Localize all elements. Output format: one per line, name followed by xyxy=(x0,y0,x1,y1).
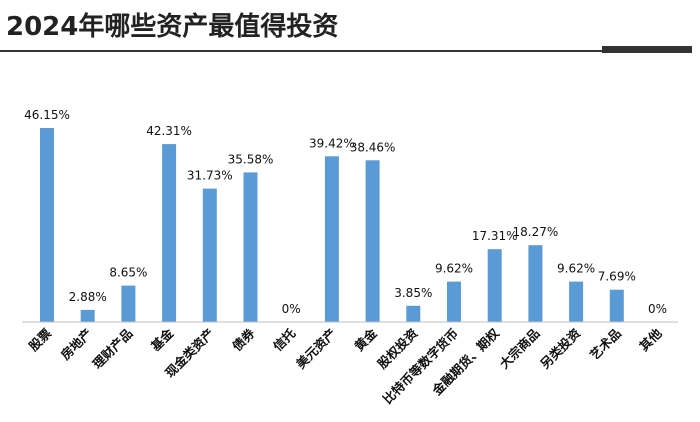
category-label-8: 黄金 xyxy=(351,325,380,354)
bars-group xyxy=(40,128,624,322)
category-label-10: 比特币等数字货币 xyxy=(380,326,461,407)
bar-7 xyxy=(324,156,339,322)
category-label-2: 理财产品 xyxy=(90,326,136,372)
value-label-6: 0% xyxy=(282,302,301,316)
title-divider xyxy=(0,50,690,52)
bar-3 xyxy=(162,144,177,322)
chart-title: 2024年哪些资产最值得投资 xyxy=(6,12,339,42)
bar-12 xyxy=(528,245,543,322)
category-label-5: 债券 xyxy=(229,325,258,354)
bar-10 xyxy=(447,281,461,322)
bar-5 xyxy=(243,172,258,322)
value-label-4: 31.73% xyxy=(187,169,233,183)
category-label-6: 信托 xyxy=(270,325,299,354)
bar-13 xyxy=(569,281,584,322)
value-label-15: 0% xyxy=(648,302,667,316)
value-label-7: 39.42% xyxy=(309,136,355,150)
category-label-1: 房地产 xyxy=(58,326,95,363)
category-label-12: 大宗商品 xyxy=(497,326,543,372)
bar-11 xyxy=(487,249,502,322)
value-label-8: 38.46% xyxy=(350,140,396,154)
value-label-9: 3.85% xyxy=(394,286,432,300)
bar-14 xyxy=(609,289,624,322)
value-label-11: 17.31% xyxy=(472,229,518,243)
value-label-0: 46.15% xyxy=(24,108,70,122)
bar-0 xyxy=(40,128,54,322)
value-label-3: 42.31% xyxy=(146,124,192,138)
category-label-13: 另类投资 xyxy=(537,325,583,371)
value-label-12: 18.27% xyxy=(513,225,559,239)
category-label-15: 其他 xyxy=(636,325,665,354)
title-accent-block xyxy=(602,46,692,53)
bar-2 xyxy=(121,285,136,322)
bar-1 xyxy=(80,309,95,322)
value-label-14: 7.69% xyxy=(598,270,636,284)
bar-8 xyxy=(365,160,380,322)
category-label-7: 美元资产 xyxy=(293,326,339,372)
value-labels-group: 46.15% 2.88%8.65% 42.31% 31.73% 35.58% 0% 39.4… xyxy=(24,108,667,316)
value-label-13: 9.62% xyxy=(557,262,595,276)
bar-4 xyxy=(202,188,217,322)
value-label-10: 9.62% xyxy=(435,262,473,276)
category-label-3: 基金 xyxy=(147,325,176,354)
category-label-14: 艺术品 xyxy=(587,326,624,363)
value-label-5: 35.58% xyxy=(228,152,274,166)
value-label-1: 2.88% xyxy=(69,290,107,304)
category-label-0: 股票 xyxy=(26,325,55,354)
value-label-2: 8.65% xyxy=(109,266,147,280)
bar-9 xyxy=(406,305,421,322)
